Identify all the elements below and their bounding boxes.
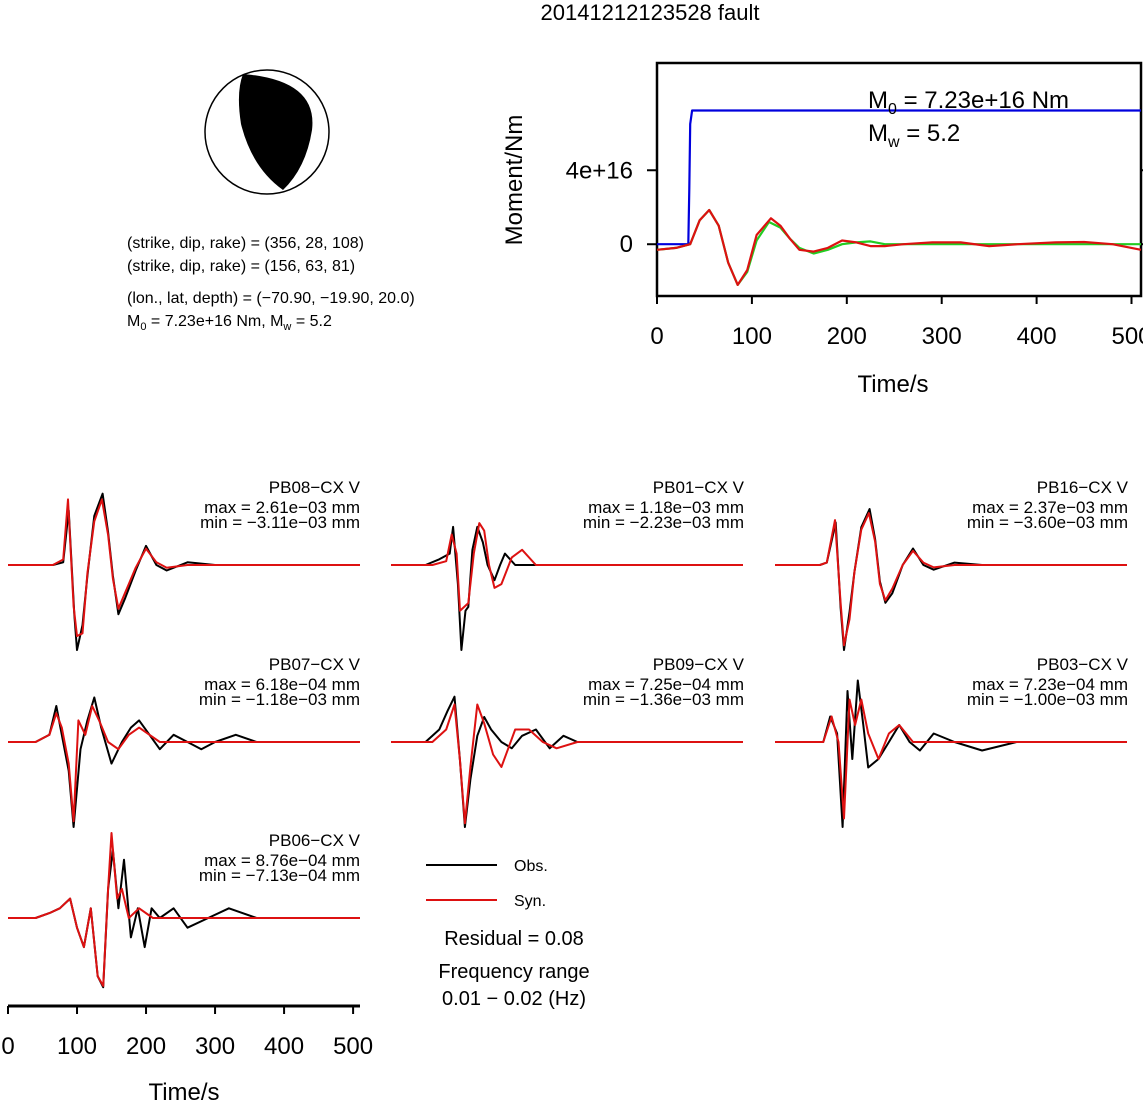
moment-ytick-label: 4e+16	[566, 157, 633, 184]
waveform-xtick-label: 100	[57, 1033, 97, 1060]
moment-series-0	[657, 109, 1141, 246]
station-name-label: PB08−CX V	[269, 478, 361, 497]
station-max-label: max = 1.18e−03 mm	[588, 498, 744, 517]
mw-subscript-chart: w	[887, 134, 900, 151]
waveform-syn-trace	[775, 512, 1127, 647]
moment-series-group	[656, 109, 1142, 286]
moment-m0-annotation: M0 = 7.23e+16 Nm	[868, 87, 1069, 118]
waveform-syn-trace	[8, 498, 360, 638]
moment-value: = 7.23e+16 Nm, M	[146, 313, 283, 330]
station-name-label: PB09−CX V	[653, 655, 745, 674]
moment-ylabel: Moment/Nm	[501, 115, 528, 246]
moment-xtick-label: 100	[732, 323, 772, 350]
waveform-syn-trace	[391, 703, 743, 825]
frequency-range-value: 0.01 − 0.02 (Hz)	[442, 988, 586, 1010]
moment-xtick-label: 500	[1111, 323, 1143, 350]
waveform-syn-trace	[391, 522, 743, 612]
waveform-xtick-label: 300	[195, 1033, 235, 1060]
beachball-compression-quadrant	[238, 74, 313, 190]
moment-xlabel: Time/s	[857, 371, 928, 398]
station-max-label: max = 7.25e−04 mm	[588, 675, 744, 694]
station-max-label: max = 2.61e−03 mm	[204, 498, 360, 517]
waveform-xtick-label: 0	[1, 1033, 14, 1060]
waveform-xlabel: Time/s	[148, 1079, 219, 1103]
waveform-obs-trace	[8, 696, 360, 828]
legend-obs-label: Obs.	[514, 858, 548, 875]
station-name-label: PB16−CX V	[1037, 478, 1129, 497]
station-max-label: max = 2.37e−03 mm	[972, 498, 1128, 517]
moment-xtick-label: 400	[1017, 323, 1057, 350]
station-max-label: max = 7.23e−04 mm	[972, 675, 1128, 694]
station-max-label: max = 8.76e−04 mm	[204, 851, 360, 870]
mw-value: = 5.2	[291, 313, 332, 330]
frequency-range-title: Frequency range	[438, 961, 589, 983]
moment-series-2	[656, 208, 1142, 286]
m0-value: = 7.23e+16 Nm	[897, 87, 1069, 114]
moment-xtick-label: 300	[922, 323, 962, 350]
moment-series-1	[656, 208, 1141, 286]
beachball	[204, 69, 330, 195]
station-name-label: PB03−CX V	[1037, 655, 1129, 674]
moment-magnitude-line: M0 = 7.23e+16 Nm, Mw = 5.2	[127, 313, 332, 333]
waveform-syn-trace	[775, 698, 1127, 820]
figure-title: 20141212123528 fault	[541, 0, 760, 25]
moment-xtick-label: 200	[827, 323, 867, 350]
station-name-label: PB07−CX V	[269, 655, 361, 674]
mw-value-chart: = 5.2	[900, 120, 961, 147]
waveform-xtick-label: 200	[126, 1033, 166, 1060]
waveform-obs-trace	[391, 695, 743, 828]
waveform-syn-trace	[8, 832, 360, 987]
waveform-time-axis: 0 100 200 300 400 500	[1, 1004, 373, 1060]
station-min-label: min = −3.11e−03 mm	[200, 513, 360, 532]
moment-chart: 010020030040050004e+16 Moment/Nm Time/s …	[501, 61, 1143, 398]
mw-subscript: w	[282, 321, 291, 333]
moment-mw-annotation: Mw = 5.2	[868, 120, 960, 151]
waveform-xtick-label: 400	[264, 1033, 304, 1060]
station-min-label: min = −7.13e−04 mm	[199, 866, 360, 885]
nodal-plane-1: (strike, dip, rake) = (356, 28, 108)	[127, 235, 364, 252]
moment-ytick-label: 0	[620, 231, 633, 258]
residual-text: Residual = 0.08	[444, 928, 584, 950]
nodal-plane-2: (strike, dip, rake) = (156, 63, 81)	[127, 258, 355, 275]
waveform-obs-trace	[391, 525, 743, 651]
moment-chart-frame	[655, 61, 1143, 298]
station-min-label: min = −1.00e−03 mm	[967, 690, 1128, 709]
m0-subscript: 0	[888, 101, 897, 118]
m0-prefix: M	[868, 87, 888, 114]
legend-syn-label: Syn.	[514, 893, 546, 910]
station-min-label: min = −1.18e−03 mm	[199, 690, 360, 709]
moment-prefix: M	[127, 313, 140, 330]
waveform-xtick-label: 500	[333, 1033, 373, 1060]
station-name-label: PB01−CX V	[653, 478, 745, 497]
moment-axes: 0 100 200 300 400 500 0 4e+16	[566, 157, 1143, 350]
legend: Obs. Syn. Residual = 0.08 Frequency rang…	[426, 858, 590, 1010]
moment-subscript: 0	[140, 321, 146, 333]
station-min-label: min = −3.60e−03 mm	[967, 513, 1128, 532]
station-min-label: min = −1.36e−03 mm	[583, 690, 744, 709]
moment-xtick-label: 0	[650, 323, 663, 350]
station-max-label: max = 6.18e−04 mm	[204, 675, 360, 694]
mw-prefix: M	[868, 120, 888, 147]
station-name-label: PB06−CX V	[269, 831, 361, 850]
waveform-syn-trace	[8, 705, 360, 823]
source-location: (lon., lat, depth) = (−70.90, −19.90, 20…	[127, 290, 415, 307]
station-min-label: min = −2.23e−03 mm	[583, 513, 744, 532]
